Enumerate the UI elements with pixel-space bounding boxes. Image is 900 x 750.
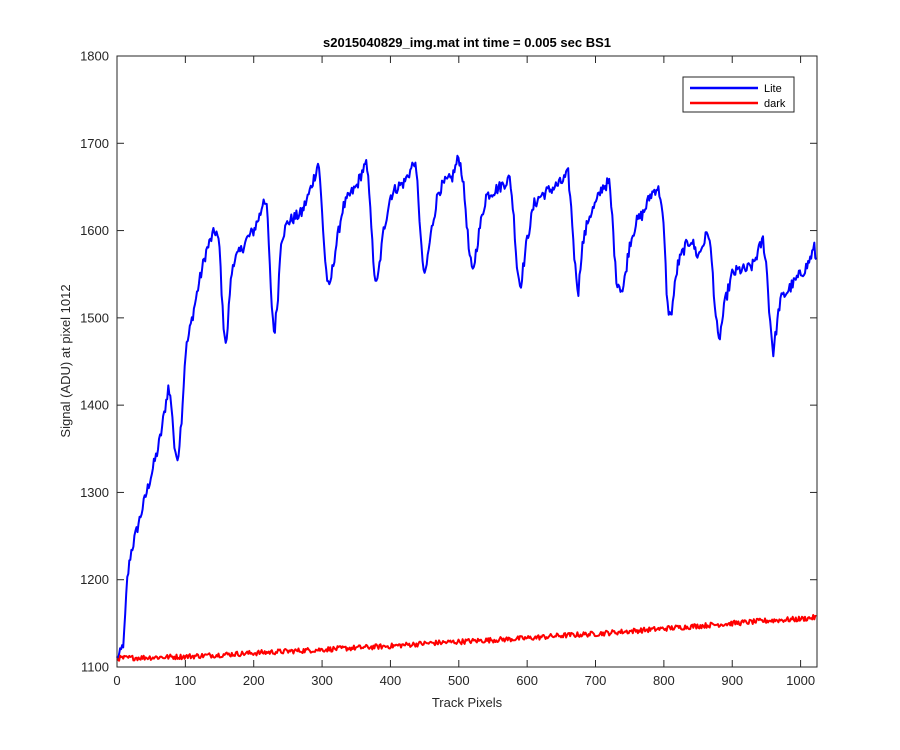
x-tick-label: 300 <box>311 673 333 688</box>
x-tick-label: 600 <box>516 673 538 688</box>
chart-title: s2015040829_img.mat int time = 0.005 sec… <box>323 35 611 50</box>
legend-box <box>682 76 795 113</box>
y-tick-label: 1600 <box>80 223 109 238</box>
y-tick-label: 1500 <box>80 310 109 325</box>
series-line-dark <box>116 614 817 662</box>
x-tick-label: 800 <box>653 673 675 688</box>
legend-label-lite: Lite <box>764 83 782 95</box>
legend: Lite dark <box>682 76 795 113</box>
y-tick-label: 1800 <box>80 49 109 64</box>
axes-layer: 0 100 200 300 400 500 600 700 800 900 1000 1100 1200… <box>80 49 818 688</box>
y-axis-label: Signal (ADU) at pixel 1012 <box>58 284 73 437</box>
plot-frame <box>116 55 818 668</box>
legend-label-dark: dark <box>764 98 786 110</box>
series-line-lite <box>116 154 818 661</box>
x-tick-label: 200 <box>243 673 265 688</box>
series-layer <box>116 154 818 662</box>
x-tick-label: 700 <box>585 673 607 688</box>
x-tick-label: 0 <box>113 673 120 688</box>
x-axis-label: Track Pixels <box>432 695 503 710</box>
y-tick-label: 1400 <box>80 398 109 413</box>
y-tick-label: 1100 <box>81 660 109 675</box>
x-tick-label: 400 <box>380 673 402 688</box>
x-tick-label: 1000 <box>786 673 815 688</box>
y-tick-label: 1200 <box>80 572 109 587</box>
y-tick-label: 1300 <box>80 485 109 500</box>
x-tick-label: 500 <box>448 673 470 688</box>
x-tick-label: 900 <box>721 673 743 688</box>
plot-area-background <box>117 56 817 667</box>
x-tick-label: 100 <box>175 673 197 688</box>
y-tick-label: 1700 <box>80 136 109 151</box>
